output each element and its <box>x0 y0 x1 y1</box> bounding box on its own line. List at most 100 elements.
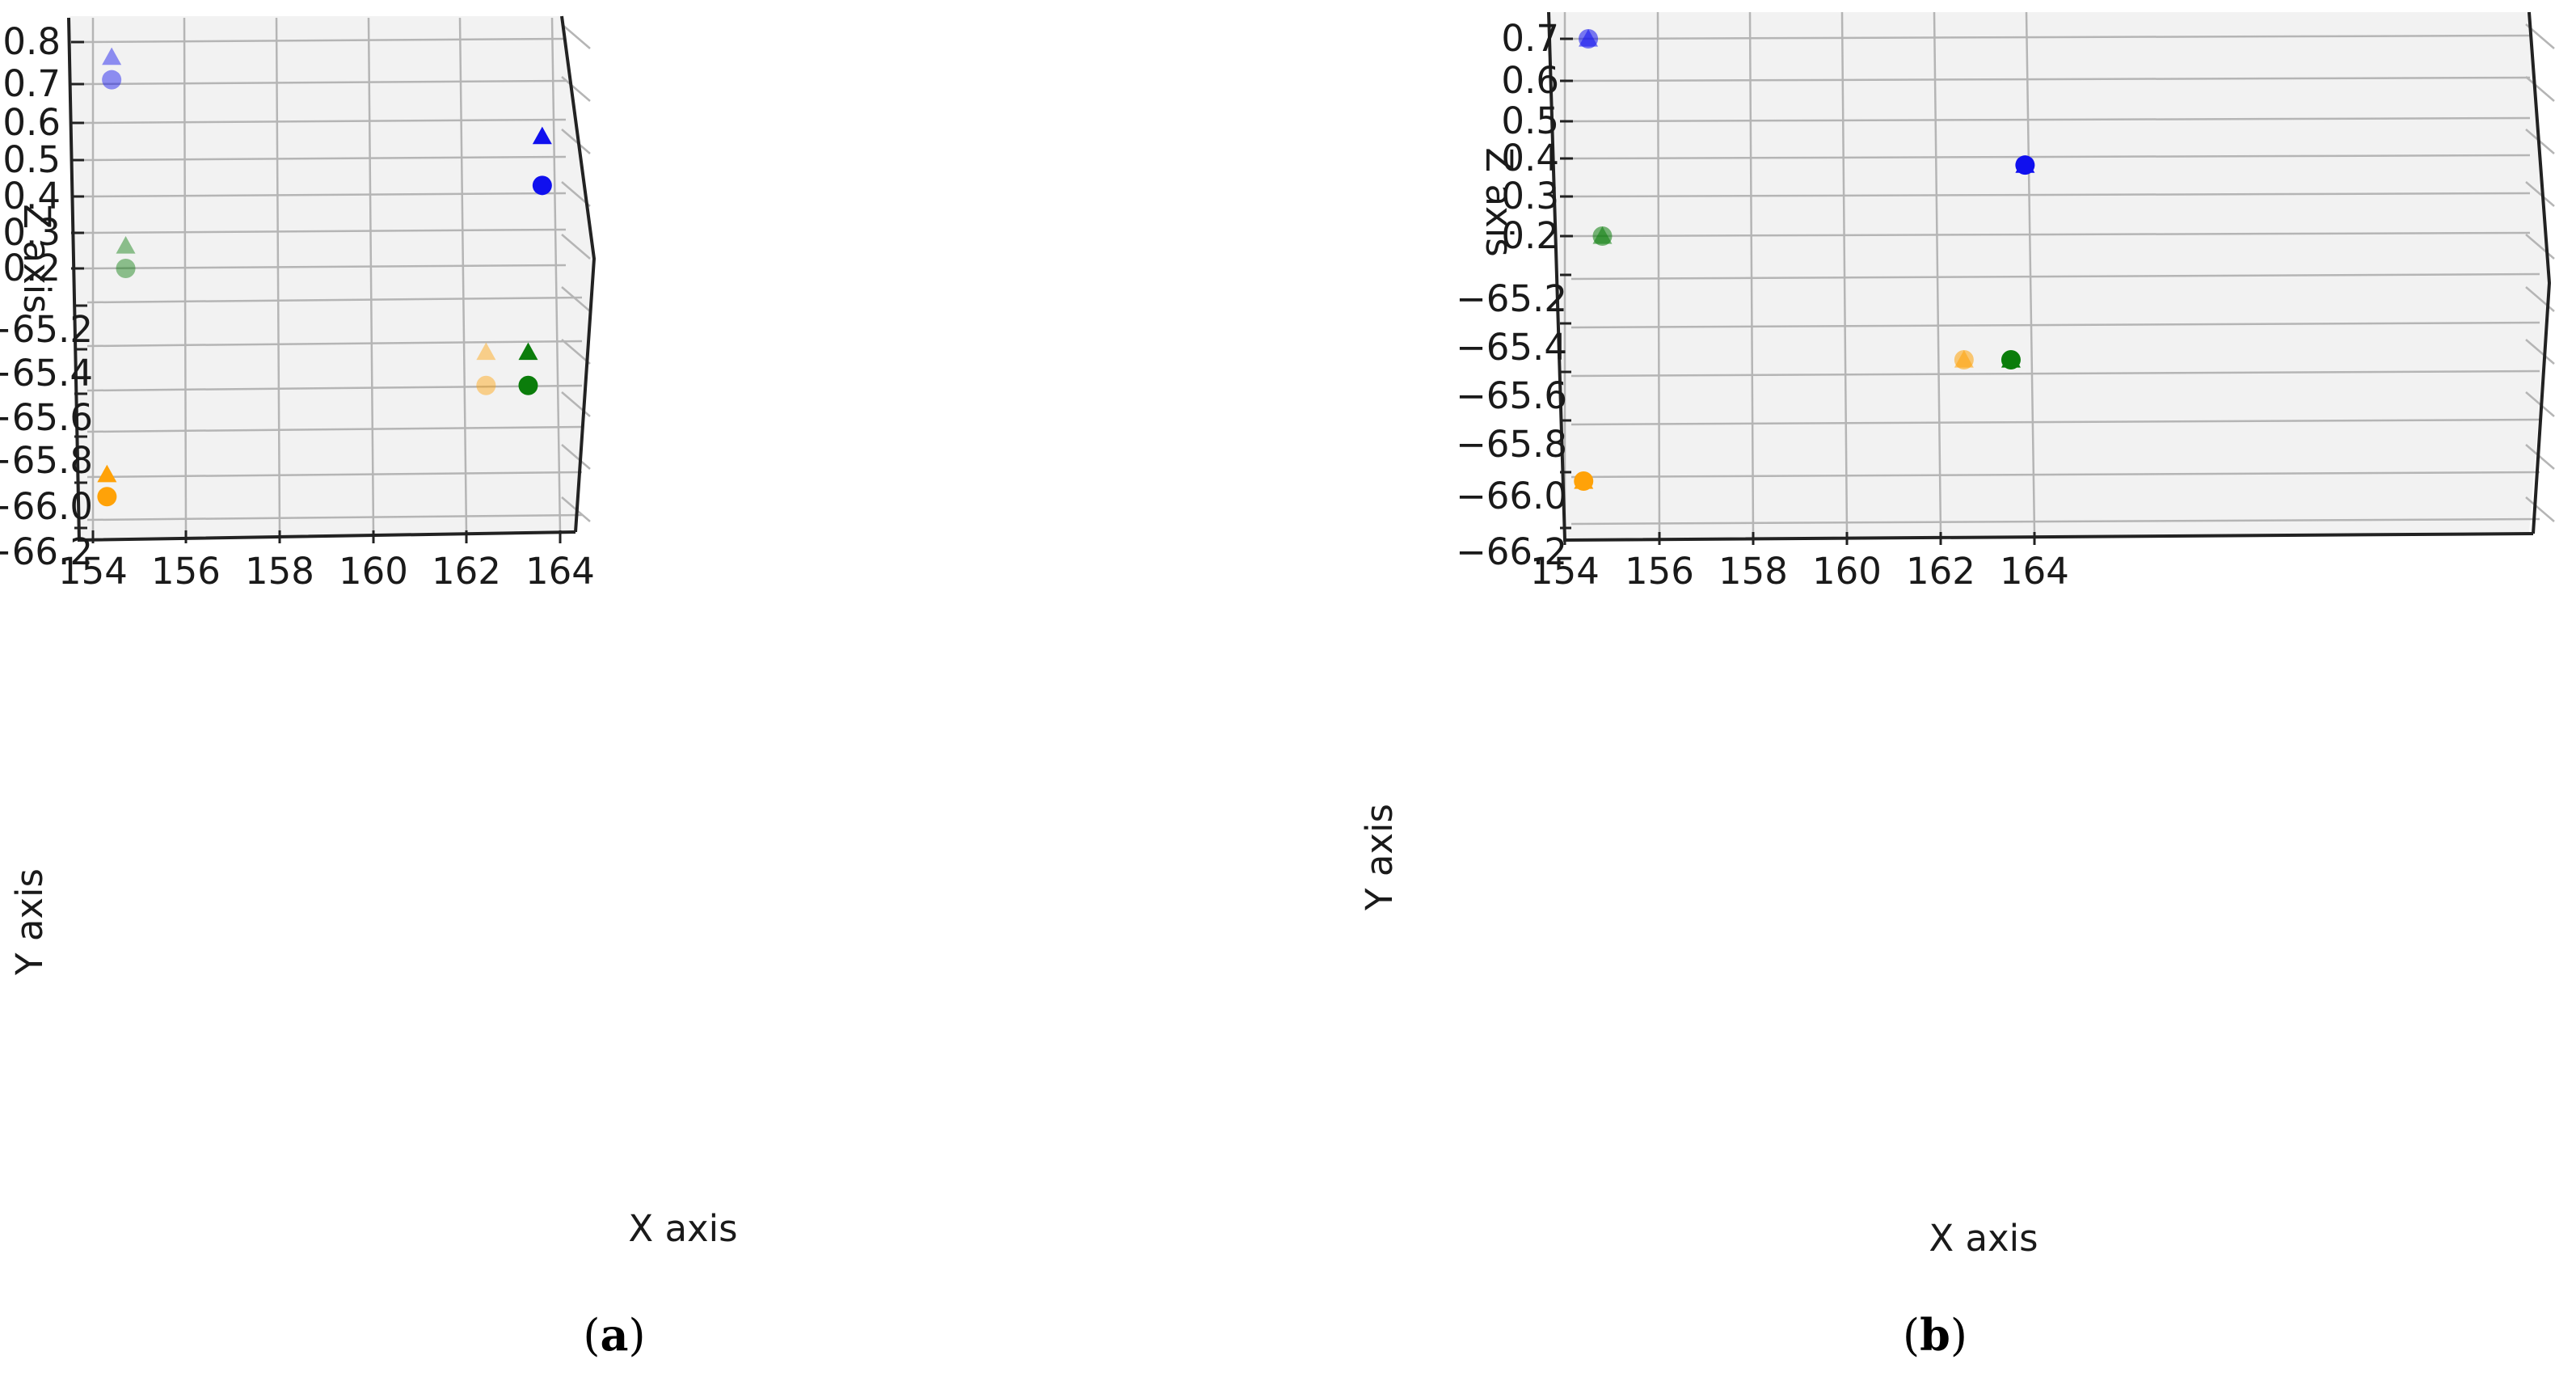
chart-b-z-gridline <box>1572 34 2531 40</box>
chart-a-y-gridline <box>86 513 583 521</box>
chart-b-points <box>1574 29 2035 491</box>
chart-a-point-orange-triangle <box>476 342 496 361</box>
chart-a-point-green-circle <box>518 375 538 395</box>
chart-b-x-gridline <box>1933 11 1942 534</box>
chart-b-depth-gridline <box>2525 496 2555 522</box>
chart-b-x-axis-title: X axis <box>1929 1217 2038 1260</box>
chart-b-y-tick-label: −66.2 <box>1456 530 1567 573</box>
chart-b-x-tick-label: 160 <box>1812 550 1882 593</box>
chart-b-z-gridline <box>1572 116 2531 123</box>
chart-a-point-blue-circle <box>532 175 552 196</box>
chart-a-z-gridline <box>83 79 567 86</box>
chart-b-x-gridline <box>2025 11 2036 534</box>
chart-a-x-tick-label: 164 <box>525 550 595 593</box>
chart-b-z-ticks: 0.70.60.50.40.30.2 <box>1501 17 1573 257</box>
chart-b-point-orange-circle <box>1954 350 1974 369</box>
chart-a-x-tick-label: 162 <box>432 550 501 593</box>
chart-a-point-blue-triangle <box>102 47 122 65</box>
chart-b-y-tick-label: −65.4 <box>1456 326 1567 369</box>
chart-b-x-tick-label: 156 <box>1625 550 1694 593</box>
chart-a-point-blue-circle <box>102 70 122 90</box>
chart-b-y-tick-label: −66.0 <box>1456 475 1567 517</box>
chart-a-y-ticks: −65.2−65.4−65.6−65.8−66.0−66.2 <box>0 304 93 573</box>
chart-a-z-gridline <box>83 155 567 162</box>
chart-a-x-gridline <box>550 17 562 534</box>
chart-a-x-tick-label: 154 <box>58 550 128 593</box>
chart-a-y-tick-label: −65.4 <box>0 352 93 395</box>
chart-b-z-axis-title: Z axis <box>1478 147 1520 256</box>
chart-a-y-tick-label: −65.2 <box>0 308 93 351</box>
caption-b-letter: b <box>1920 1309 1950 1361</box>
chart-a-z-tick-label: 0.7 <box>2 62 61 105</box>
chart-b-y-gridline <box>1570 369 2540 378</box>
chart-a-depth-gridline <box>561 234 591 260</box>
chart-a-z-tick-label: 0.3 <box>2 211 61 254</box>
chart-a-pane-fill <box>69 16 594 540</box>
chart-b-x-tick-label: 164 <box>2000 550 2069 593</box>
chart-b-point-green-circle <box>2001 350 2021 369</box>
chart-b-point-blue-circle <box>2015 155 2035 175</box>
chart-a-point-orange-circle <box>97 487 117 507</box>
chart-b-point-green-circle <box>1592 226 1613 246</box>
chart-b-y-gridline <box>1570 321 2540 329</box>
chart-a-y-axis-title: Y axis <box>8 868 51 976</box>
chart-b-z-gridline <box>1572 76 2531 82</box>
chart-b-z-gridline <box>1572 154 2531 160</box>
chart-b-z-tick-label: 0.4 <box>1501 137 1559 179</box>
chart-b-y-gridline <box>1570 517 2540 526</box>
chart-a-y-gridline <box>86 384 583 392</box>
chart-a-y-gridline <box>86 340 583 348</box>
chart-b-y-axis-title: Y axis <box>1358 804 1401 911</box>
chart-b-depth-gridline <box>2525 76 2555 102</box>
chart-b-x-gridline <box>1840 11 1849 534</box>
chart-a-x-tick-label: 156 <box>151 550 221 593</box>
chart-a-depth-gridline <box>561 286 591 312</box>
chart-a-x-gridline <box>367 17 375 534</box>
chart-a-z-gridline <box>83 228 567 234</box>
chart-a-x-tick-label: 158 <box>245 550 314 593</box>
chart-a-point-orange-circle <box>476 375 496 395</box>
chart-a-y-gridline <box>86 471 583 479</box>
chart-a-points <box>97 47 552 507</box>
chart-a-depth-gridline <box>561 76 591 102</box>
chart-a-pane <box>69 16 594 540</box>
chart-b-x-gridline <box>1748 11 1755 534</box>
chart-a-axes <box>67 15 597 543</box>
chart-a-point-blue-triangle <box>532 126 552 145</box>
chart-a-x-ticks: 154 156 158 160 162 164 <box>58 530 595 593</box>
chart-b-z-tick-label: 0.7 <box>1501 17 1559 60</box>
chart-a-point-orange-triangle <box>97 464 117 483</box>
chart-b-depth-gridline <box>2525 181 2555 207</box>
chart-b-grid <box>1563 11 2555 534</box>
chart-b-y-gridline <box>1570 418 2540 426</box>
chart-a-depth-gridline <box>561 339 591 365</box>
chart-b-depth-gridline <box>2525 444 2555 470</box>
chart-a-z-gridline <box>83 192 567 198</box>
chart-b-z-tick-label: 0.6 <box>1501 59 1559 102</box>
chart-b-y-gridline <box>1570 471 2540 479</box>
chart-a-axis-line <box>560 15 597 533</box>
chart-a-z-gridline <box>83 37 567 44</box>
chart-b-z-tick-label: 0.2 <box>1501 214 1559 257</box>
chart-b-y-tick-label: −65.8 <box>1456 423 1567 466</box>
chart-a-depth-gridline <box>561 129 591 154</box>
chart-a-z-gridline <box>83 118 567 125</box>
chart-a-depth-gridline <box>561 444 591 470</box>
chart-a-x-axis-title: X axis <box>628 1207 737 1250</box>
chart-a-point-green-triangle <box>518 342 538 361</box>
chart-b-y-tick-label: −65.6 <box>1456 374 1567 417</box>
chart-b-point-orange-circle <box>1574 471 1594 491</box>
chart-b-x-gridline <box>1656 11 1661 534</box>
chart-b-x-tick-label: 158 <box>1718 550 1788 593</box>
chart-b: 154 156 158 160 162 164 −65.2−65.4−65.6−65.8−… <box>1358 11 2555 1361</box>
chart-a-y-gridline <box>86 296 583 304</box>
caption-b: (b) <box>1903 1309 1967 1361</box>
chart-a-z-tick-label: 0.8 <box>2 20 61 63</box>
chart-b-y-ticks: −65.2 −65.4 −65.6 −65.8 −66.0 −66.2 <box>1456 273 1571 573</box>
chart-b-z-tick-label: 0.5 <box>1501 99 1559 142</box>
caption-a: (a) <box>583 1309 645 1361</box>
chart-a-z-ticks: 0.80.70.60.50.40.30.2 <box>2 20 84 289</box>
chart-b-z-gridline <box>1572 231 2531 238</box>
chart-b-depth-gridline <box>2525 339 2555 365</box>
